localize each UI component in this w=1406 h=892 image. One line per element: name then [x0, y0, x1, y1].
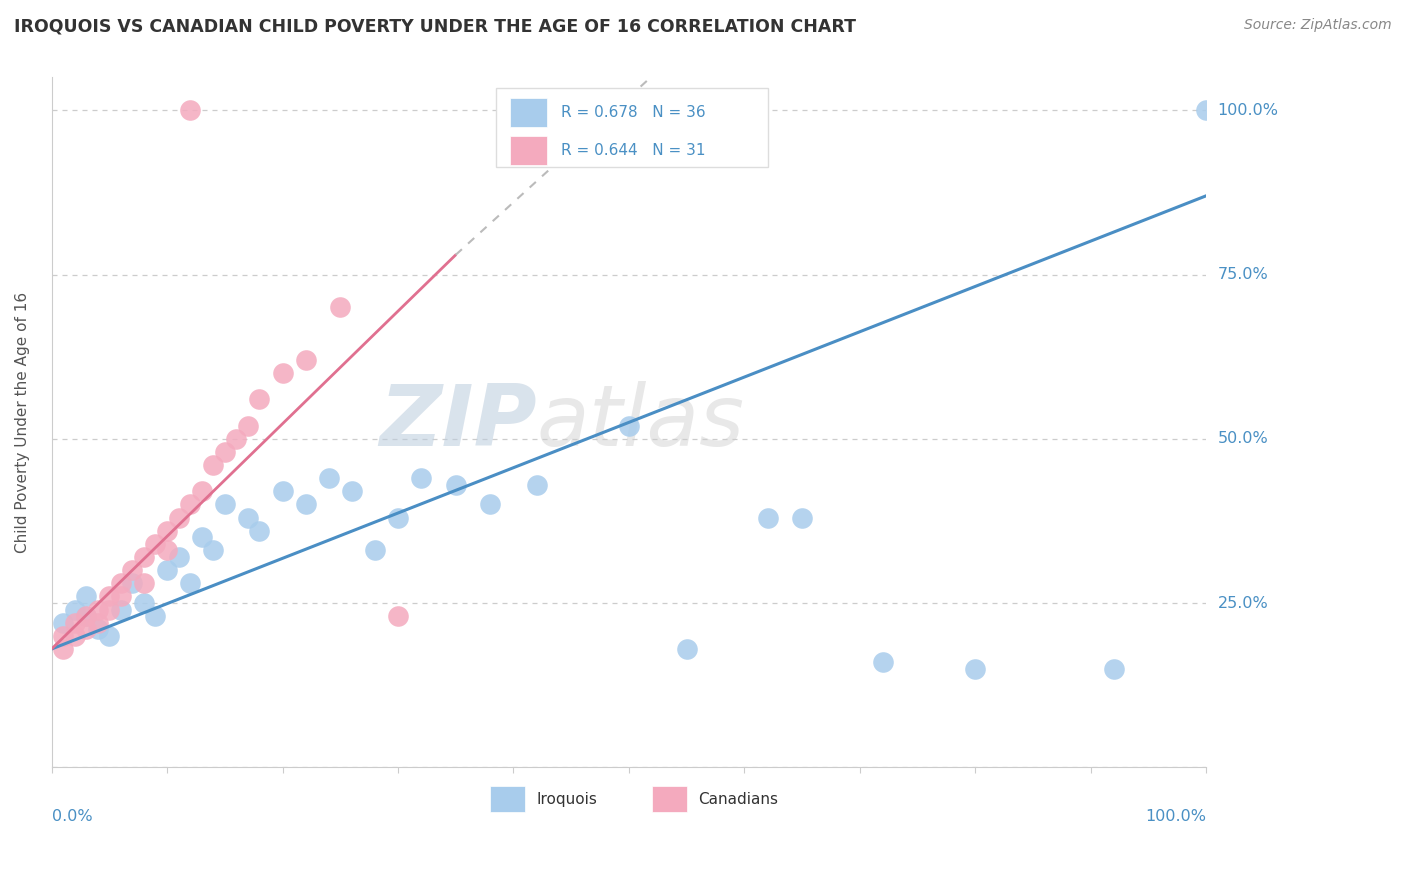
- Point: [87, 622, 110, 636]
- Point: [156, 563, 179, 577]
- Point: [75, 609, 97, 624]
- Point: [75, 609, 97, 624]
- Text: Canadians: Canadians: [699, 791, 779, 806]
- Point: [110, 576, 132, 591]
- Text: 75.0%: 75.0%: [1218, 267, 1268, 282]
- Point: [294, 498, 316, 512]
- FancyBboxPatch shape: [491, 786, 524, 812]
- Point: [225, 432, 247, 446]
- Point: [98, 629, 121, 643]
- Point: [98, 590, 121, 604]
- Point: [444, 477, 467, 491]
- Point: [145, 609, 167, 624]
- Point: [318, 471, 340, 485]
- Text: 25.0%: 25.0%: [1218, 596, 1268, 610]
- Text: R = 0.644   N = 31: R = 0.644 N = 31: [561, 144, 706, 159]
- Point: [110, 602, 132, 616]
- Point: [236, 418, 259, 433]
- Point: [156, 543, 179, 558]
- Point: [132, 549, 155, 564]
- Point: [179, 103, 201, 118]
- Text: ZIP: ZIP: [380, 381, 537, 464]
- Text: IROQUOIS VS CANADIAN CHILD POVERTY UNDER THE AGE OF 16 CORRELATION CHART: IROQUOIS VS CANADIAN CHILD POVERTY UNDER…: [14, 18, 856, 36]
- Text: atlas: atlas: [537, 381, 745, 464]
- Point: [202, 543, 225, 558]
- Text: 100.0%: 100.0%: [1218, 103, 1278, 118]
- Point: [271, 366, 294, 380]
- Point: [52, 629, 75, 643]
- FancyBboxPatch shape: [510, 136, 547, 165]
- Point: [756, 510, 779, 524]
- Point: [63, 602, 86, 616]
- Point: [63, 629, 86, 643]
- Text: 100.0%: 100.0%: [1146, 809, 1206, 823]
- Point: [110, 590, 132, 604]
- Text: Iroquois: Iroquois: [537, 791, 598, 806]
- Point: [294, 353, 316, 368]
- Text: R = 0.678   N = 36: R = 0.678 N = 36: [561, 105, 706, 120]
- Point: [340, 484, 363, 499]
- Point: [132, 596, 155, 610]
- Point: [387, 510, 409, 524]
- Point: [156, 524, 179, 538]
- FancyBboxPatch shape: [510, 98, 547, 128]
- Point: [364, 543, 387, 558]
- Point: [52, 642, 75, 657]
- Text: 50.0%: 50.0%: [1218, 431, 1268, 446]
- Point: [214, 498, 236, 512]
- Point: [329, 301, 352, 315]
- Point: [409, 471, 432, 485]
- Point: [167, 510, 190, 524]
- Point: [271, 484, 294, 499]
- Point: [87, 602, 110, 616]
- Point: [202, 458, 225, 472]
- Text: 0.0%: 0.0%: [52, 809, 93, 823]
- Point: [236, 510, 259, 524]
- Text: Source: ZipAtlas.com: Source: ZipAtlas.com: [1244, 18, 1392, 32]
- Point: [63, 615, 86, 630]
- Point: [75, 590, 97, 604]
- Point: [121, 563, 143, 577]
- Point: [965, 662, 987, 676]
- FancyBboxPatch shape: [652, 786, 686, 812]
- Point: [214, 445, 236, 459]
- Point: [526, 477, 548, 491]
- Point: [87, 615, 110, 630]
- Point: [132, 576, 155, 591]
- Point: [792, 510, 814, 524]
- Point: [190, 530, 212, 544]
- Point: [247, 392, 270, 407]
- Point: [190, 484, 212, 499]
- Point: [617, 418, 640, 433]
- Point: [52, 615, 75, 630]
- Point: [179, 576, 201, 591]
- Point: [145, 537, 167, 551]
- Point: [387, 609, 409, 624]
- Point: [75, 622, 97, 636]
- Point: [179, 498, 201, 512]
- Point: [479, 498, 502, 512]
- Point: [872, 655, 894, 669]
- FancyBboxPatch shape: [496, 87, 768, 167]
- Y-axis label: Child Poverty Under the Age of 16: Child Poverty Under the Age of 16: [15, 292, 30, 553]
- Point: [247, 524, 270, 538]
- Point: [1102, 662, 1125, 676]
- Point: [675, 642, 697, 657]
- Point: [121, 576, 143, 591]
- Point: [1195, 103, 1218, 118]
- Point: [98, 602, 121, 616]
- Point: [167, 549, 190, 564]
